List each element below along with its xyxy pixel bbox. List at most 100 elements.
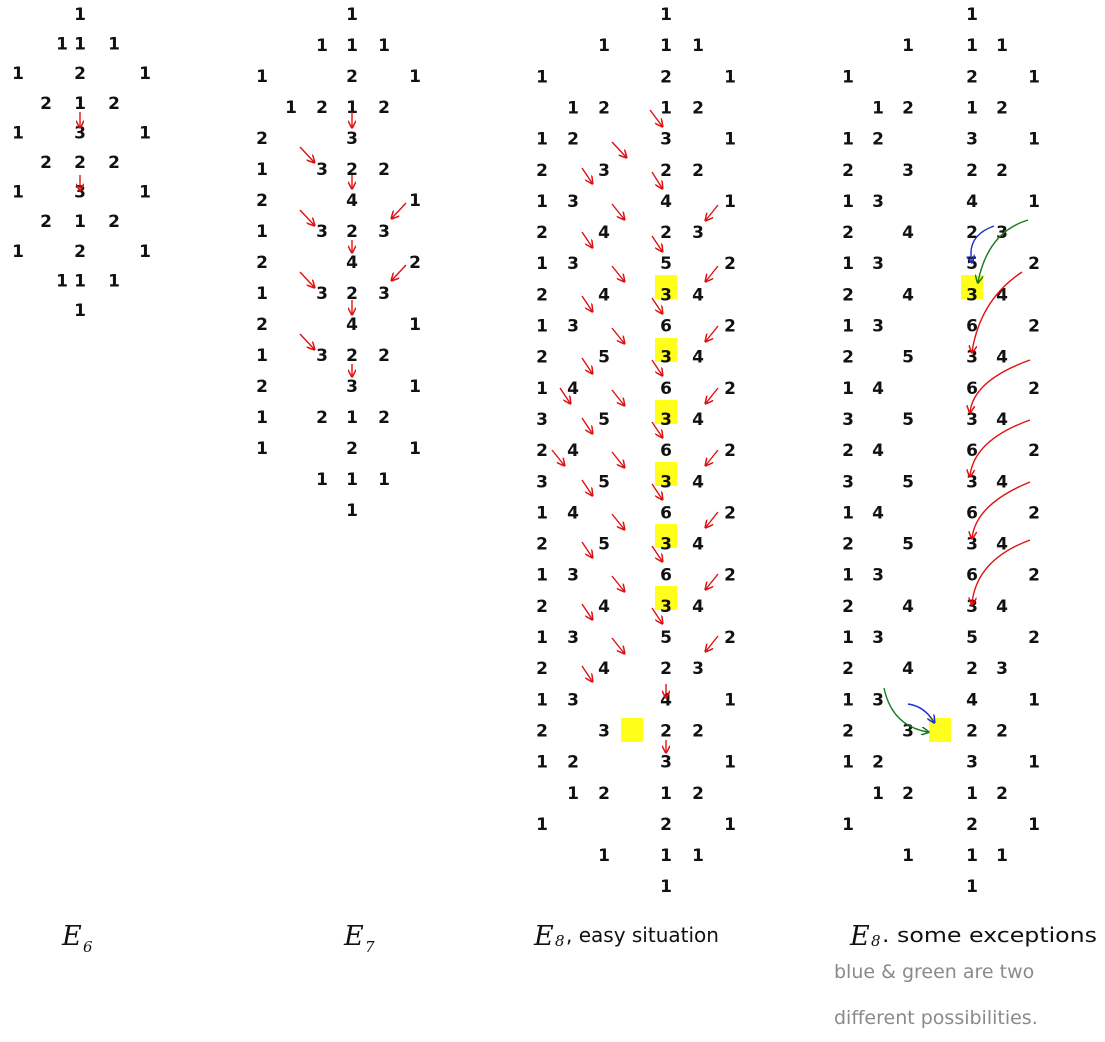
node-label: 4	[598, 597, 610, 617]
node-label: 3	[660, 130, 672, 150]
node-label: 1	[536, 130, 548, 150]
node-label: 2	[346, 160, 358, 180]
node-label: 4	[996, 472, 1008, 492]
node-label: 5	[902, 348, 914, 368]
node-label: 3	[378, 284, 390, 304]
node-label: 4	[902, 223, 914, 243]
node-label: 3	[692, 659, 704, 679]
node-label: 1	[409, 191, 421, 211]
node-label: 3	[842, 472, 854, 492]
node-label: 1	[842, 628, 854, 648]
node-label: 3	[872, 628, 884, 648]
node-label: 2	[74, 153, 86, 173]
node-label: 1	[660, 784, 672, 804]
node-label: 2	[660, 223, 672, 243]
node-label: 1	[842, 753, 854, 773]
node-label: 2	[1028, 441, 1040, 461]
node-label: 2	[996, 721, 1008, 741]
node-label: 1	[256, 160, 268, 180]
node-label: 3	[346, 377, 358, 397]
green-arrow	[978, 219, 1029, 282]
node-label: 3	[660, 753, 672, 773]
node-label: 2	[346, 284, 358, 304]
node-label: 1	[724, 67, 736, 87]
red-arrow	[706, 204, 719, 220]
red-arrow	[581, 603, 592, 619]
node-label: 5	[660, 628, 672, 648]
node-label: 4	[872, 503, 884, 523]
node-label: 3	[316, 160, 328, 180]
red-arrow	[611, 203, 624, 219]
node-label: 6	[966, 566, 978, 586]
node-label: 1	[842, 67, 854, 87]
node-label: 5	[902, 535, 914, 555]
node-label: 1	[409, 439, 421, 459]
node-label: 2	[256, 315, 268, 335]
node-label: 2	[902, 98, 914, 118]
node-label: 1	[842, 192, 854, 212]
node-label: 1	[842, 566, 854, 586]
node-label: 2	[536, 348, 548, 368]
node-label: 2	[996, 161, 1008, 181]
highlight-layer	[621, 275, 983, 742]
red-arrow	[706, 511, 719, 527]
node-label: 1	[316, 470, 328, 490]
node-label: 4	[902, 659, 914, 679]
node-label: 2	[346, 439, 358, 459]
node-label: 5	[598, 410, 610, 430]
node-label: 1	[1028, 753, 1040, 773]
node-label: 2	[1028, 254, 1040, 274]
node-label: 2	[536, 721, 548, 741]
node-label: 2	[316, 98, 328, 118]
red-arrow	[581, 479, 592, 495]
node-label: 2	[724, 628, 736, 648]
node-label: 1	[536, 379, 548, 399]
exceptions-note: blue & green are two different possibili…	[834, 961, 1038, 1029]
node-label: 3	[996, 659, 1008, 679]
red-arrow	[972, 481, 1031, 538]
node-label: 1	[536, 753, 548, 773]
node-label: 2	[378, 160, 390, 180]
red-arrow	[611, 141, 626, 157]
red-arrow	[706, 635, 719, 651]
node-label: 4	[872, 441, 884, 461]
node-label: 6	[966, 503, 978, 523]
node-label: 2	[74, 64, 86, 84]
node-label: 2	[724, 317, 736, 337]
node-label: 1	[567, 98, 579, 118]
node-label: 2	[409, 253, 421, 273]
node-label: 3	[966, 597, 978, 617]
node-label: 3	[316, 222, 328, 242]
node-label: 1	[256, 222, 268, 242]
node-label: 2	[1028, 566, 1040, 586]
node-label: 4	[966, 690, 978, 710]
node-label: 2	[724, 379, 736, 399]
highlight-box	[655, 338, 677, 362]
node-label: 2	[692, 784, 704, 804]
node-label: 2	[842, 441, 854, 461]
caption-e6: E 6	[61, 921, 93, 956]
node-label: 2	[378, 408, 390, 428]
node-label: 1	[966, 98, 978, 118]
node-label: 3	[660, 348, 672, 368]
node-label: 2	[660, 659, 672, 679]
node-label: 2	[40, 212, 52, 232]
node-label: 1	[409, 377, 421, 397]
node-label: 1	[139, 183, 151, 203]
node-label: 1	[536, 566, 548, 586]
node-label: 1	[842, 815, 854, 835]
node-label: 1	[872, 784, 884, 804]
node-label: 1	[842, 254, 854, 274]
node-label: 2	[346, 222, 358, 242]
node-label: 1	[536, 503, 548, 523]
node-label: 1	[12, 242, 24, 262]
node-label: 3	[872, 566, 884, 586]
node-label: 3	[872, 192, 884, 212]
caption-e8-exceptions: E 8 . some exceptions	[849, 921, 1097, 952]
red-arrow	[651, 545, 662, 561]
red-arrow	[581, 357, 592, 373]
node-label: 1	[378, 36, 390, 56]
caption-subscript: 8	[871, 932, 881, 950]
node-label: 2	[692, 98, 704, 118]
